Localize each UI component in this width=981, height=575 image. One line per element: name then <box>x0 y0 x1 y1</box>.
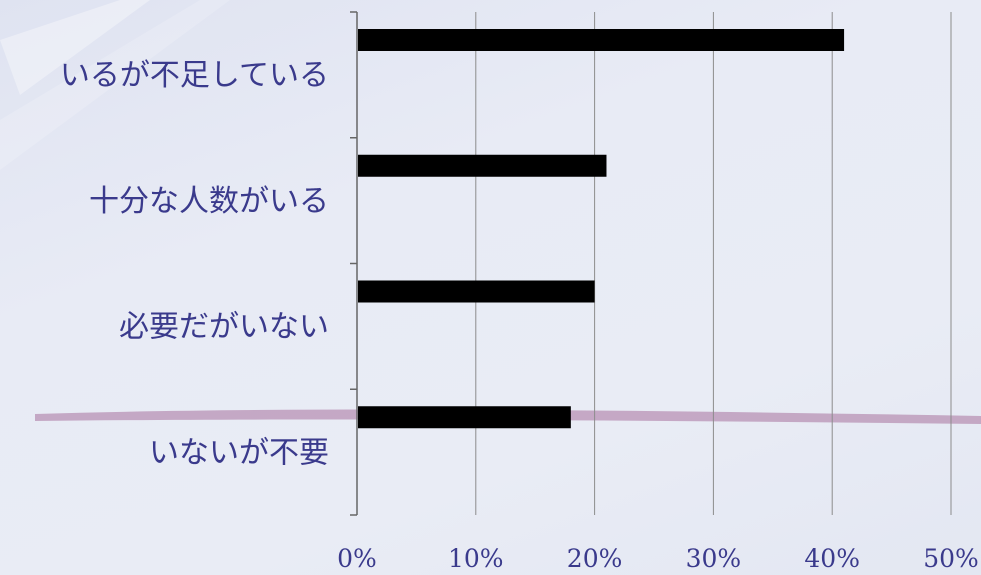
x-tick-label: 0% <box>337 544 377 573</box>
x-tick-label: 40% <box>804 544 860 573</box>
x-tick-label: 20% <box>567 544 623 573</box>
category-label: 十分な人数がいる <box>89 184 329 219</box>
gridlines <box>475 12 952 515</box>
bar <box>358 406 571 429</box>
brush-stroke-top-left-2 <box>0 0 230 170</box>
bar <box>358 29 845 51</box>
y-axis-ticks <box>350 11 357 516</box>
x-tick-labels: 0% 10% 20% 30% 40% 50% <box>337 544 979 573</box>
category-label: いるが不足している <box>60 58 329 93</box>
category-label: いないが不要 <box>149 435 329 470</box>
bar <box>358 154 607 177</box>
x-tick-label: 10% <box>448 544 504 573</box>
bar <box>358 280 595 303</box>
bars <box>358 29 845 429</box>
x-tick-label: 50% <box>923 544 979 573</box>
brush-stroke-top-left <box>0 0 150 95</box>
category-label: 必要だがいない <box>119 310 329 345</box>
x-tick-label: 30% <box>686 544 742 573</box>
